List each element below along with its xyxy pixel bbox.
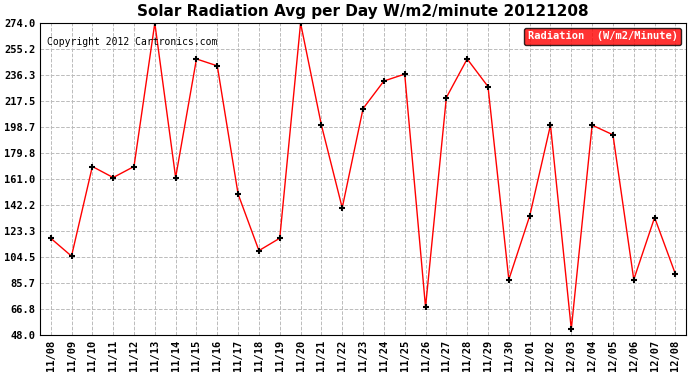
Text: Copyright 2012 Cartronics.com: Copyright 2012 Cartronics.com — [47, 37, 217, 47]
Title: Solar Radiation Avg per Day W/m2/minute 20121208: Solar Radiation Avg per Day W/m2/minute … — [137, 4, 589, 19]
Legend: Radiation  (W/m2/Minute): Radiation (W/m2/Minute) — [524, 28, 680, 45]
